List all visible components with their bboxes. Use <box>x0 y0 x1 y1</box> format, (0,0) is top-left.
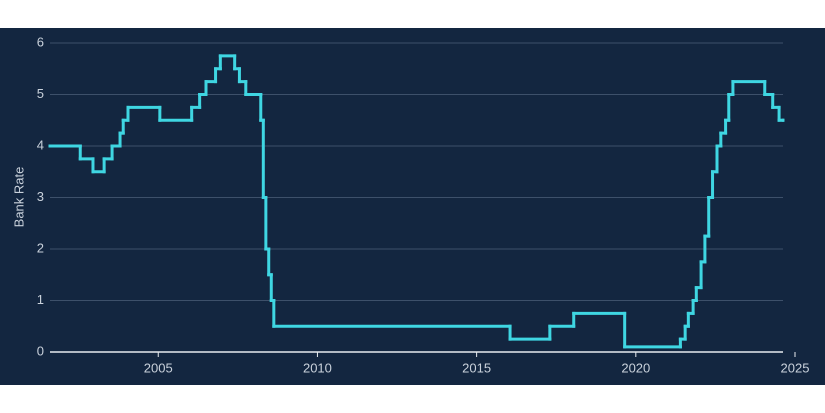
end-point <box>781 118 785 122</box>
y-tick-label: 0 <box>37 343 44 358</box>
x-tick-label: 2005 <box>144 360 173 375</box>
y-axis-label: Bank Rate <box>11 167 26 228</box>
y-tick-label: 5 <box>37 86 44 101</box>
y-tick-label: 3 <box>37 189 44 204</box>
plot-background <box>0 28 825 385</box>
x-tick-label: 2010 <box>303 360 332 375</box>
x-tick-label: 2025 <box>781 360 810 375</box>
x-tick-label: 2020 <box>621 360 650 375</box>
y-tick-label: 4 <box>37 137 44 152</box>
y-tick-label: 1 <box>37 292 44 307</box>
x-tick-label: 2015 <box>462 360 491 375</box>
y-tick-label: 2 <box>37 240 44 255</box>
y-tick-label: 6 <box>37 34 44 49</box>
